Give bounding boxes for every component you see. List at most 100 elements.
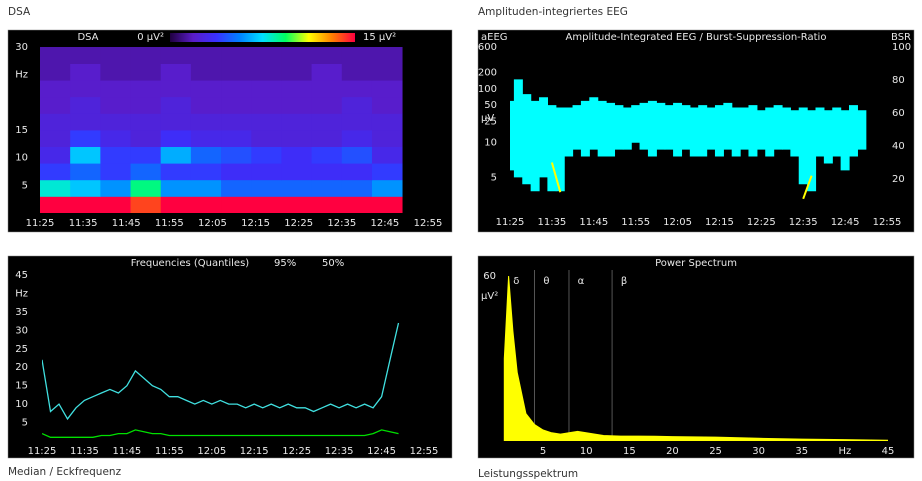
band-label: δ [513,276,519,287]
heatmap-cell [311,163,343,181]
heatmap-cell [160,146,192,164]
heatmap-cell [221,63,252,81]
heatmap-cell [160,80,192,98]
spectrum-area [503,275,888,441]
y-tick-label: 5 [22,418,28,429]
heatmap-cell [221,179,252,197]
y-tick-label: 25 [484,116,497,127]
heatmap-cell [160,47,192,64]
y-tick-label: 15 [15,381,28,392]
y-tick-label: 10 [15,153,28,164]
heatmap-cell [130,80,162,98]
heatmap-cell [341,163,373,181]
heatmap-cell [371,146,403,164]
x-tick-label: 12:25 [282,446,311,457]
heatmap-cell [341,113,373,131]
heatmap-cell [130,130,162,147]
x-tick-label: 12:55 [410,446,439,457]
x-tick-label: 12:45 [370,218,399,229]
heatmap-cell [311,63,343,81]
heatmap-cell [221,196,252,213]
x-tick-label: 30 [752,446,765,457]
heatmap-cell [311,47,343,64]
x-tick-label: 11:25 [26,218,55,229]
heatmap-cell [341,47,373,64]
colorbar-label: 15 µV² [363,32,396,43]
y-tick-label: 35 [15,307,28,318]
y-tick-label: 10 [15,399,28,410]
heatmap-cell [100,63,131,81]
heatmap-cell [341,130,373,147]
heatmap-cell [40,113,71,131]
heatmap-cell [221,146,252,164]
x-tick-label: 12:55 [873,217,902,228]
heatmap-cell [311,146,343,164]
heatmap-cell [281,163,312,181]
heatmap-cell [281,196,312,213]
x-tick-label: 12:35 [327,218,356,229]
heatmap-cell [130,113,162,131]
heatmap-cell [130,146,162,164]
heatmap-cell [40,196,71,213]
x-tick-label: 15 [623,446,636,457]
heatmap-cell [70,113,101,131]
heatmap-cell [190,146,222,164]
y-tick-label: Hz [15,288,28,299]
y2-tick-label: 100 [892,42,911,53]
x-tick-label: 12:25 [747,217,776,228]
heatmap-cell [281,130,312,147]
band-label: θ [543,276,549,287]
heatmap-cell [281,113,312,131]
y-unit-label: µV² [481,291,498,302]
heatmap-cell [130,179,162,197]
heatmap-cell [371,63,403,81]
heatmap-cell [341,63,373,81]
heatmap-cell [371,80,403,98]
heatmap-cell [70,179,101,197]
x-tick-label: 45 [882,446,895,457]
heatmap-cell [341,80,373,98]
band-label: α [578,276,585,287]
heatmap-cell [221,130,252,147]
heatmap-cell [40,47,71,64]
heatmap-cell [70,63,101,81]
x-tick-label: 12:05 [197,446,226,457]
heatmap-cell [160,196,192,213]
colorbar-label: 0 µV² [137,32,164,43]
band-label: β [621,276,627,287]
x-tick-label: Hz [838,446,851,457]
x-tick-label: 35 [795,446,808,457]
heatmap-cell [251,47,282,64]
heatmap-cell [160,179,192,197]
colorbar [170,33,355,42]
heatmap-cell [371,96,403,114]
heatmap-cell [40,146,71,164]
heatmap-cell [100,146,131,164]
heatmap-cell [221,80,252,98]
chart-title: Amplitude-Integrated EEG / Burst-Suppres… [566,32,827,43]
heatmap-cell [70,146,101,164]
heatmap-cell [70,47,101,64]
y-tick-label: Hz [15,70,28,81]
heatmap-cell [371,163,403,181]
y2-tick-label: 40 [892,141,905,152]
heatmap-cell [100,47,131,64]
heatmap-cell [190,179,222,197]
heatmap-cell [70,163,101,181]
heatmap-cell [40,96,71,114]
y-tick-label: 200 [478,68,497,79]
x-tick-label: 12:45 [367,446,396,457]
x-tick-label: 12:15 [241,218,270,229]
heatmap-cell [130,163,162,181]
x-tick-label: 11:45 [579,217,608,228]
heatmap-cell [70,80,101,98]
panel-label: Leistungsspektrum [478,468,578,480]
y-tick-label: 600 [478,42,497,53]
heatmap-cell [70,130,101,147]
heatmap-cell [311,196,343,213]
panel-label: Amplituden-integriertes EEG [478,6,628,18]
heatmap-cell [100,96,131,114]
heatmap-cell [100,80,131,98]
heatmap-cell [40,179,71,197]
